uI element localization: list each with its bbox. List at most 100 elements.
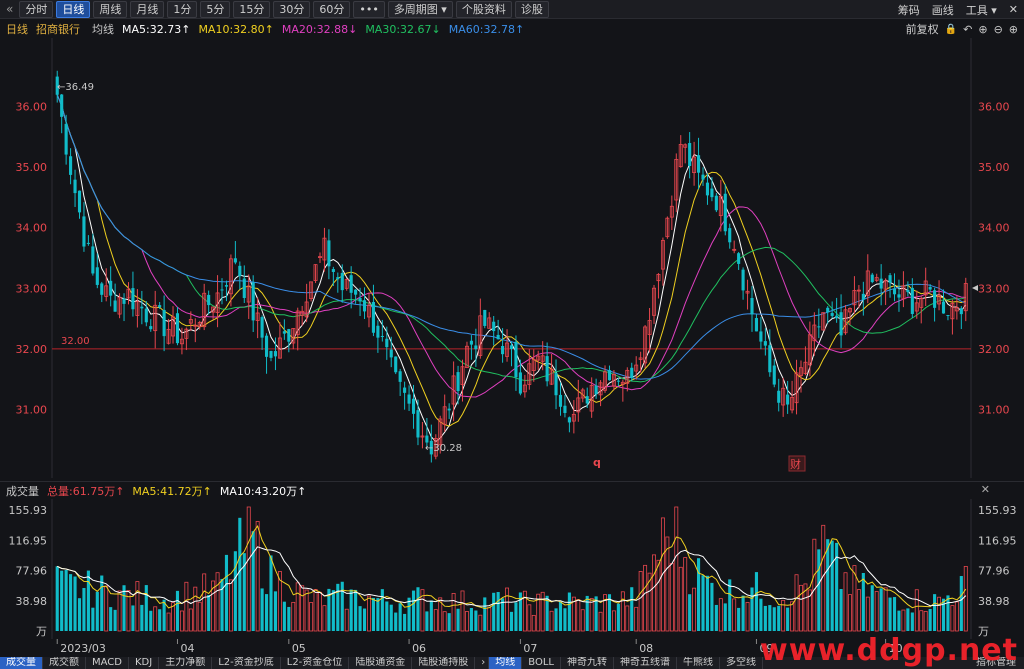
1min-tab[interactable]: 1分 [167,0,198,18]
volume-bar [100,575,104,631]
monthly-tab[interactable]: 月线 [130,0,165,18]
intraday-tab[interactable]: 分时 [19,0,54,18]
low-price-annotation: ←30.28 [425,443,462,454]
indicator-tab[interactable]: 主力净额 [159,657,213,669]
indicator-tab[interactable]: 均线 [489,657,523,669]
zoom-in-icon[interactable]: ⊕ [978,22,988,36]
candle-body [469,340,473,345]
candle-body [718,196,723,217]
draw-line-button[interactable]: 画线 [931,3,954,17]
candle-body [282,331,286,334]
indicator-tab[interactable]: 陆股通持股 [412,657,476,669]
volume-bar [442,611,447,632]
indicator-manage-button[interactable]: 指标管理 [976,657,1016,668]
volume-bar [69,574,73,631]
5min-tab[interactable]: 5分 [200,0,231,18]
lock-icon[interactable]: 🔒 [944,23,958,35]
volume-bar [923,611,928,632]
indicator-tab[interactable]: MACD [86,657,129,669]
daily-tab[interactable]: 日线 [56,0,91,18]
tab-scroll-arrow[interactable]: › [475,657,490,669]
volume-bar [928,608,932,631]
candle-body [55,76,59,95]
price-tick-label-left: 32.00 [16,343,48,356]
volume-bar [950,605,955,632]
indicator-tab[interactable]: BOLL [522,657,561,669]
weekly-tab[interactable]: 周线 [93,0,128,18]
indicator-tab[interactable]: L2-资金仓位 [281,657,350,669]
candle-body [277,337,282,359]
candle-body [603,371,607,391]
volume-bar [865,596,870,632]
volume-bar [362,608,367,631]
volume-bar [202,573,207,632]
volume-bar [438,597,443,632]
multi-period-dropdown[interactable]: 多周期图 ▾ [387,0,453,18]
candle-body [327,240,331,267]
back-icon[interactable]: « [6,2,14,16]
volume-bar [304,589,309,632]
candle-body [594,385,598,395]
candle-body [251,282,255,321]
indicator-tab[interactable]: 成交量 [0,657,43,669]
volume-bar [420,589,425,632]
volume-bar [246,506,251,632]
tools-menu[interactable]: 工具 ▾ [965,3,997,17]
volume-bar [269,555,273,631]
candle-body [376,325,380,338]
volume-bar [696,558,701,631]
volume-chart[interactable]: 155.93 155.93 116.95 116.95 77.96 77.96 38.98 3… [0,499,1024,639]
more-icon[interactable]: ••• [353,0,385,18]
chip-button[interactable]: 筹码 [897,3,920,17]
candle-body [536,355,541,361]
candle-body [941,301,946,314]
candle-body [817,326,821,328]
candle-body [745,290,750,294]
60min-tab[interactable]: 60分 [313,0,351,18]
candle-body [732,248,737,251]
indicator-tab[interactable]: KDJ [129,657,160,669]
indicator-tab[interactable]: 牛熊线 [677,657,720,669]
candle-body [919,297,924,308]
close-icon[interactable]: ✕ [1008,3,1018,16]
30min-tab[interactable]: 30分 [273,0,311,18]
volume-bar [630,587,634,631]
candle-body [287,329,291,342]
indicator-tab[interactable]: 神奇九转 [561,657,614,669]
price-tick-label-right: 31.00 [978,403,1010,416]
volume-bar [264,594,269,631]
volume-bar [238,517,242,631]
indicator-tab[interactable]: L2-资金抄底 [212,657,281,669]
volume-ma5-line [56,525,967,610]
undo-icon[interactable]: ↶ [963,22,973,36]
volume-bar [589,598,594,632]
stock-name[interactable]: 招商银行 [36,23,80,36]
volume-bar [812,538,817,632]
15min-tab[interactable]: 15分 [233,0,271,18]
adjust-mode[interactable]: 前复权 [905,23,939,36]
volume-bar [483,597,487,631]
indicator-tab[interactable]: 陆股通资金 [349,657,413,669]
volume-bar [425,611,429,631]
candlestick-chart[interactable]: 36.00 36.00 35.00 35.00 34.00 34.00 33.00 33.00… [0,38,1024,478]
volume-bar [358,606,362,631]
volume-bar [652,554,656,632]
volume-bar [277,571,282,632]
price-tick-label-right: 36.00 [978,101,1010,114]
indicator-tab[interactable]: 神奇五线谱 [614,657,677,669]
volume-bar [385,601,389,631]
candle-body [616,380,620,382]
volume-close-icon[interactable]: ✕ [980,483,990,496]
stock-profile-button[interactable]: 个股资料 [455,0,512,18]
add-icon[interactable]: ⊕ [1008,22,1018,36]
volume-tick-label-left: 万 [36,625,47,638]
candle-body [358,298,362,302]
candle-body [728,228,732,243]
zoom-out-icon[interactable]: ⊖ [993,22,1003,36]
volume-tick-label-right: 77.96 [978,565,1010,578]
diagnose-button[interactable]: 诊股 [514,0,549,18]
indicator-tab[interactable]: 多空线 [720,657,763,669]
ma-label[interactable]: 均线 [92,23,114,36]
volume-label[interactable]: 成交量 [6,484,39,498]
indicator-tab[interactable]: 成交额 [43,657,86,669]
